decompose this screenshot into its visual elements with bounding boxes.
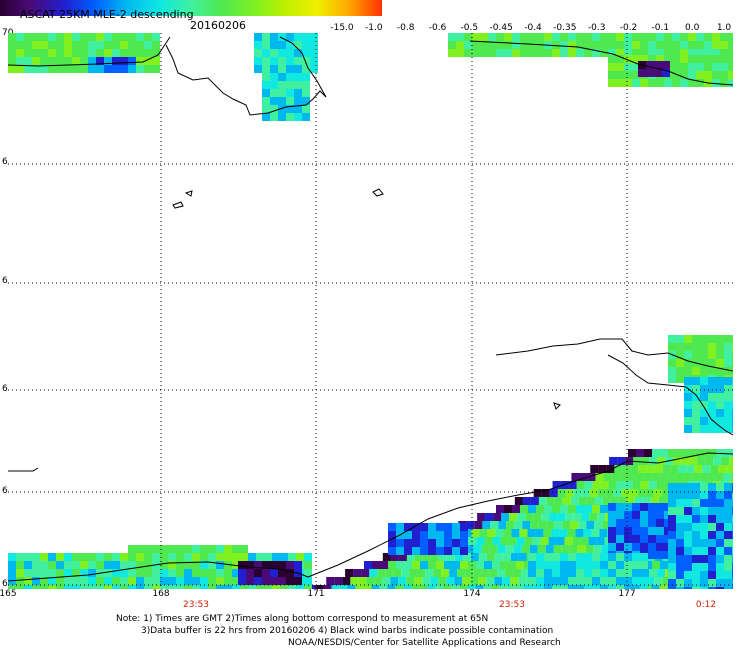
lat-label-60: 60 — [2, 579, 14, 589]
time-label-2: 23:53 — [499, 600, 525, 610]
lon-label-168: 168 — [152, 589, 170, 599]
coast-islet-b — [172, 201, 184, 209]
coast-st-lawrence — [8, 467, 39, 472]
color-scale-label: -0.2 — [619, 23, 638, 33]
coastlines — [8, 36, 733, 582]
product-date: 20160206 — [190, 19, 246, 32]
swath-map — [8, 33, 733, 589]
lon-label-174: 174 — [463, 589, 481, 599]
lat-label-62: 62 — [2, 486, 14, 496]
coast-islet-c — [184, 190, 193, 197]
color-scale-label: -0.45 — [489, 23, 513, 33]
lat-label-68: 68 — [2, 157, 14, 167]
coast-chukotka-south — [307, 452, 733, 578]
footer-note-2: 3)Data buffer is 22 hrs from 20160206 4)… — [141, 626, 554, 636]
lat-label-66: 66 — [2, 276, 14, 286]
color-scale-label: -0.4 — [524, 23, 542, 33]
coast-islet-d — [553, 402, 561, 410]
color-scale-label: 0.0 — [684, 23, 700, 33]
coast-chukotka-north — [8, 36, 171, 67]
coast-islet-a — [372, 188, 384, 197]
lon-label-171: 171 — [307, 589, 325, 599]
lat-label-70: 70 — [2, 28, 14, 38]
color-scale-bar — [0, 0, 382, 16]
time-label-3: 0:12 — [695, 600, 717, 610]
graticule — [8, 33, 733, 589]
coast-norton-sound — [607, 354, 733, 436]
color-scale-label: -0.5 — [460, 23, 479, 33]
product-title: ASCAT 25KM MLE-2 descending — [20, 8, 194, 21]
color-scale-label: -0.8 — [396, 23, 415, 33]
time-label-1: 23:53 — [183, 600, 209, 610]
coast-anadyr-gulf — [8, 561, 309, 582]
lat-label-64: 64 — [2, 384, 14, 394]
wind-data-cells — [8, 33, 733, 589]
color-scale-label: -0.3 — [587, 23, 606, 33]
footer-note-3: NOAA/NESDIS/Center for Satellite Applica… — [288, 638, 561, 648]
coast-peninsula — [165, 36, 327, 116]
color-scale-label: 1.0 — [716, 23, 732, 33]
lon-label-177: 177 — [618, 589, 636, 599]
color-scale-label: -0.6 — [428, 23, 447, 33]
color-scale-label: -1.0 — [365, 23, 383, 33]
lon-label-165: 165 — [0, 589, 17, 599]
color-scale-label: -0.1 — [651, 23, 670, 33]
color-scale-label: -0.35 — [553, 23, 577, 33]
coast-alaska-north — [469, 40, 733, 86]
footer-note-1: Note: 1) Times are GMT 2)Times along bot… — [116, 614, 489, 624]
color-scale-label: -15.0 — [330, 23, 354, 33]
coast-seward-peninsula — [495, 338, 733, 372]
